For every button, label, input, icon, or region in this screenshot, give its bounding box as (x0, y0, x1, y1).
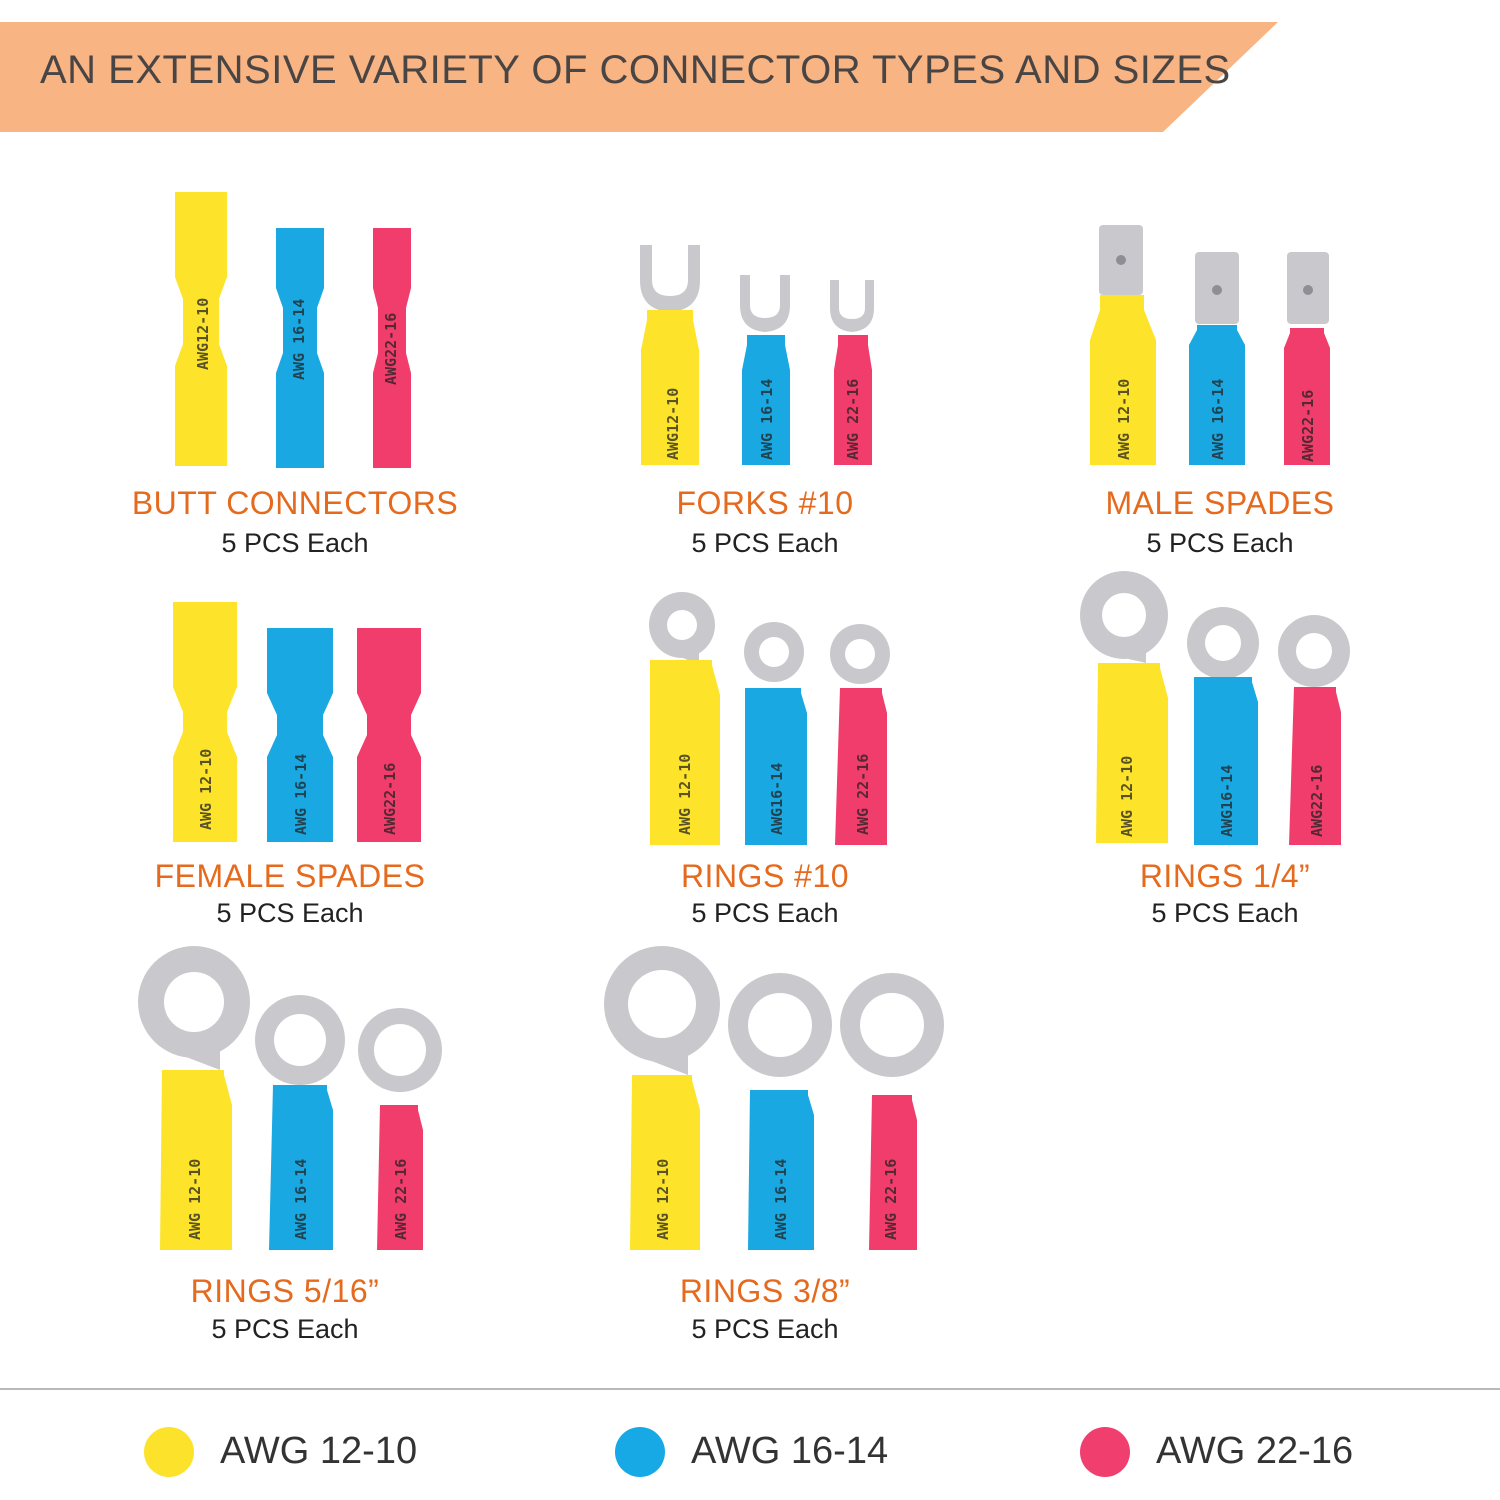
pink-dot-icon (1080, 1427, 1130, 1477)
ring38-pink: AWG 22-16 (840, 973, 944, 1250)
rings-5-16-qty: 5 PCS Each (211, 1314, 359, 1344)
yellow-dot-icon (144, 1427, 194, 1477)
ring10-blue-mark: AWG16-14 (768, 763, 786, 835)
butt-connectors-label: BUTT CONNECTORS (131, 485, 459, 521)
ring516-pink-mark: AWG 22-16 (392, 1159, 410, 1240)
fork-pink: AWG 22-16 (830, 280, 874, 465)
butt-connectors-qty: 5 PCS Each (221, 528, 369, 558)
ring10-pink-mark: AWG 22-16 (854, 754, 872, 835)
male-spade-pink-mark: AWG22-16 (1299, 390, 1317, 462)
ring516-pink: AWG 22-16 (358, 1008, 442, 1250)
female-spade-blue: AWG 16-14 (267, 628, 333, 842)
ring516-blue: AWG 16-14 (255, 995, 345, 1250)
connector-rings-3-8: AWG 12-10 AWG 16-14 AWG 22-16 RINGS 3/8”… (600, 940, 960, 1360)
male-spade-blue: AWG 16-14 (1189, 252, 1245, 465)
connector-male-spades: AWG 12-10 AWG 16-14 AWG22-16 MALE SPADES… (1055, 180, 1385, 570)
rings-3-8-image: AWG 12-10 AWG 16-14 AWG 22-16 (604, 946, 944, 1250)
butt-blue-mark: AWG 16-14 (290, 299, 308, 380)
male-spades-qty: 5 PCS Each (1146, 528, 1294, 558)
ring10-yellow-mark: AWG 12-10 (676, 754, 694, 835)
male-spade-pink: AWG22-16 (1284, 252, 1330, 465)
connector-rings-quarter: AWG 12-10 AWG16-14 AWG22-16 RINGS 1/4” 5… (1060, 565, 1390, 940)
male-spade-blue-mark: AWG 16-14 (1209, 379, 1227, 460)
forks-qty: 5 PCS Each (691, 528, 839, 558)
butt-blue: AWG 16-14 (276, 228, 324, 468)
ring38-yellow: AWG 12-10 (604, 946, 720, 1250)
rings-3-8-label: RINGS 3/8” (679, 1273, 851, 1309)
ring-quarter-blue: AWG16-14 (1187, 607, 1259, 845)
fork-blue: AWG 16-14 (740, 275, 790, 465)
female-spades-qty: 5 PCS Each (216, 898, 364, 928)
ring-quarter-pink: AWG22-16 (1278, 615, 1350, 845)
ring38-yellow-mark: AWG 12-10 (654, 1159, 672, 1240)
rings-quarter-label: RINGS 1/4” (1139, 858, 1311, 894)
butt-yellow: AWG12-10 (175, 192, 227, 466)
male-spades-image: AWG 12-10 AWG 16-14 AWG22-16 (1090, 225, 1330, 465)
ring38-pink-mark: AWG 22-16 (882, 1159, 900, 1240)
butt-pink-mark: AWG22-16 (382, 313, 400, 385)
legend-divider (0, 1388, 1500, 1390)
female-spade-pink-mark: AWG22-16 (381, 763, 399, 835)
connector-female-spades: AWG 12-10 AWG 16-14 AWG22-16 FEMALE SPAD… (125, 590, 455, 940)
rings-5-16-label: RINGS 5/16” (190, 1273, 380, 1309)
legend-label: AWG 16-14 (691, 1430, 889, 1472)
connector-rings-5-16: AWG 12-10 AWG 16-14 AWG 22-16 RINGS 5/16… (120, 940, 450, 1360)
rings-quarter-qty: 5 PCS Each (1151, 898, 1299, 928)
blue-dot-icon (615, 1427, 665, 1477)
rings-10-image: AWG 12-10 AWG16-14 AWG 22-16 (649, 592, 890, 845)
male-spade-yellow: AWG 12-10 (1090, 225, 1156, 465)
butt-pink: AWG22-16 (373, 228, 411, 468)
forks-label: FORKS #10 (676, 485, 854, 521)
ring-quarter-pink-mark: AWG22-16 (1308, 765, 1326, 837)
ring-quarter-yellow: AWG 12-10 (1080, 571, 1168, 843)
ring516-yellow: AWG 12-10 (138, 946, 250, 1250)
rings-10-label: RINGS #10 (680, 858, 850, 894)
connector-butt: AWG12-10 AWG 16-14 AWG22-16 BUTT CONNECT… (130, 180, 460, 570)
butt-connectors-image: AWG12-10 AWG 16-14 AWG22-16 (175, 192, 411, 468)
legend-label: AWG 12-10 (220, 1430, 418, 1472)
ring10-pink: AWG 22-16 (830, 624, 890, 845)
female-spade-yellow-mark: AWG 12-10 (197, 749, 215, 830)
ring516-yellow-mark: AWG 12-10 (186, 1159, 204, 1240)
fork-blue-mark: AWG 16-14 (758, 379, 776, 460)
ring38-blue-mark: AWG 16-14 (772, 1159, 790, 1240)
ring-quarter-blue-mark: AWG16-14 (1218, 765, 1236, 837)
page-title: AN EXTENSIVE VARIETY OF CONNECTOR TYPES … (40, 48, 1231, 92)
legend-label: AWG 22-16 (1156, 1430, 1354, 1472)
connector-forks-10: AWG12-10 AWG 16-14 AWG 22-16 FORKS #10 5… (600, 180, 930, 570)
male-spades-label: MALE SPADES (1105, 485, 1335, 521)
fork-pink-mark: AWG 22-16 (844, 379, 862, 460)
female-spades-image: AWG 12-10 AWG 16-14 AWG22-16 (173, 602, 421, 842)
rings-3-8-qty: 5 PCS Each (691, 1314, 839, 1344)
ring10-blue: AWG16-14 (744, 622, 807, 845)
fork-yellow: AWG12-10 (640, 245, 700, 465)
title-banner (0, 22, 1278, 132)
ring38-blue: AWG 16-14 (728, 973, 832, 1250)
ring10-yellow: AWG 12-10 (649, 592, 720, 845)
fork-yellow-mark: AWG12-10 (664, 388, 682, 460)
rings-5-16-image: AWG 12-10 AWG 16-14 AWG 22-16 (138, 946, 442, 1250)
connector-rings-10: AWG 12-10 AWG16-14 AWG 22-16 RINGS #10 5… (600, 580, 930, 940)
butt-yellow-mark: AWG12-10 (194, 298, 212, 370)
forks-image: AWG12-10 AWG 16-14 AWG 22-16 (640, 245, 874, 465)
female-spade-pink: AWG22-16 (357, 628, 421, 842)
ring-quarter-yellow-mark: AWG 12-10 (1118, 756, 1136, 837)
ring516-blue-mark: AWG 16-14 (292, 1159, 310, 1240)
female-spades-label: FEMALE SPADES (154, 858, 426, 894)
female-spade-yellow: AWG 12-10 (173, 602, 237, 842)
rings-quarter-image: AWG 12-10 AWG16-14 AWG22-16 (1080, 571, 1350, 845)
male-spade-yellow-mark: AWG 12-10 (1115, 379, 1133, 460)
female-spade-blue-mark: AWG 16-14 (292, 754, 310, 835)
banner-shape (0, 22, 1278, 132)
rings-10-qty: 5 PCS Each (691, 898, 839, 928)
